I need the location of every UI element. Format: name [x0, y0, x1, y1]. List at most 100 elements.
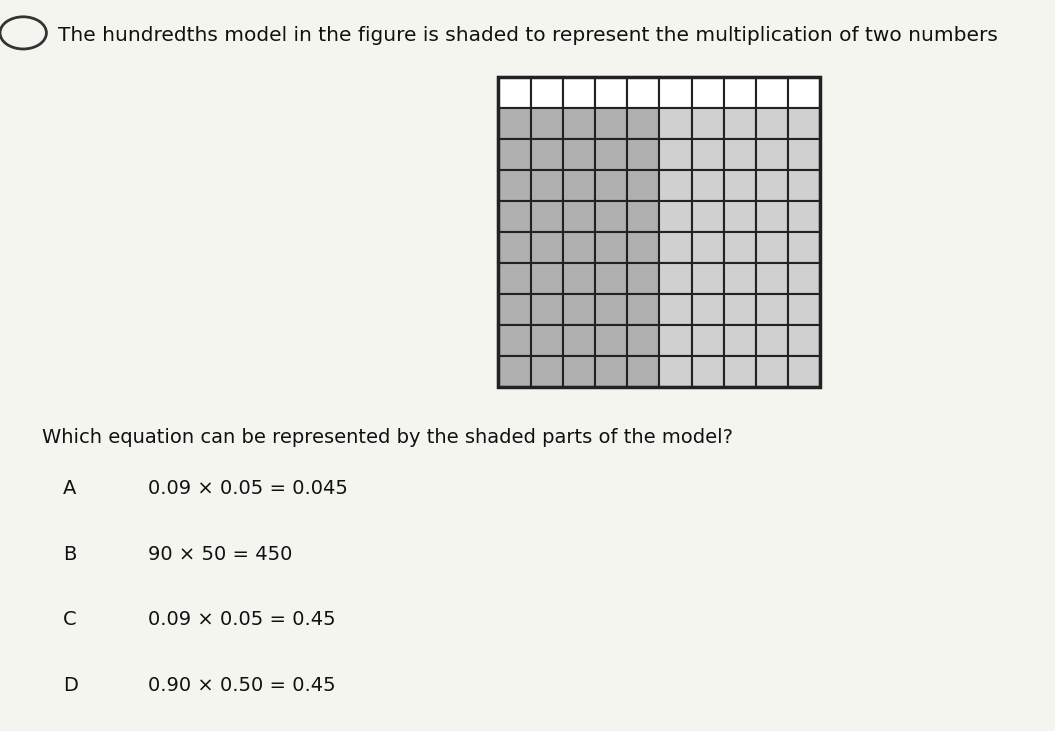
Text: Which equation can be represented by the shaded parts of the model?: Which equation can be represented by the… — [42, 428, 733, 447]
Bar — [531, 232, 563, 263]
Bar — [788, 232, 821, 263]
Bar — [659, 77, 692, 107]
Bar — [755, 325, 788, 356]
Bar — [627, 263, 659, 294]
Bar — [724, 232, 755, 263]
Bar — [692, 325, 724, 356]
Bar — [627, 356, 659, 387]
Bar — [659, 170, 692, 201]
Bar — [627, 170, 659, 201]
Bar — [499, 325, 531, 356]
Bar — [788, 107, 821, 139]
Bar — [499, 107, 531, 139]
Bar — [659, 356, 692, 387]
Bar — [499, 263, 531, 294]
Text: 6: 6 — [18, 26, 28, 40]
Bar — [499, 201, 531, 232]
Bar — [563, 325, 595, 356]
Bar — [659, 107, 692, 139]
Bar — [755, 201, 788, 232]
Text: A: A — [63, 479, 77, 498]
Bar — [724, 325, 755, 356]
Bar — [692, 170, 724, 201]
Bar — [563, 201, 595, 232]
Text: 0.09 × 0.05 = 0.045: 0.09 × 0.05 = 0.045 — [148, 479, 347, 498]
Text: D: D — [63, 676, 78, 695]
Bar — [692, 201, 724, 232]
Bar — [724, 263, 755, 294]
Bar — [724, 170, 755, 201]
Bar — [724, 77, 755, 107]
Bar — [788, 139, 821, 170]
Bar — [692, 107, 724, 139]
Bar — [595, 170, 628, 201]
Text: 0.90 × 0.50 = 0.45: 0.90 × 0.50 = 0.45 — [148, 676, 335, 695]
Bar — [659, 263, 692, 294]
Bar — [499, 294, 531, 325]
Bar — [788, 325, 821, 356]
Bar — [755, 107, 788, 139]
Bar — [692, 263, 724, 294]
Bar — [724, 201, 755, 232]
Bar — [659, 139, 692, 170]
Bar — [755, 232, 788, 263]
Bar — [595, 356, 628, 387]
Bar — [627, 107, 659, 139]
Bar — [595, 232, 628, 263]
Bar — [499, 139, 531, 170]
Bar — [563, 294, 595, 325]
Bar — [788, 294, 821, 325]
Bar — [692, 232, 724, 263]
Bar — [724, 139, 755, 170]
Bar — [563, 232, 595, 263]
Text: 0.09 × 0.05 = 0.45: 0.09 × 0.05 = 0.45 — [148, 610, 335, 629]
Bar — [755, 77, 788, 107]
Bar — [788, 77, 821, 107]
Bar — [627, 325, 659, 356]
Bar — [659, 232, 692, 263]
Bar — [531, 107, 563, 139]
Bar — [659, 325, 692, 356]
Text: B: B — [63, 545, 77, 564]
Bar — [595, 77, 628, 107]
Bar — [788, 263, 821, 294]
Text: C: C — [63, 610, 77, 629]
Bar — [724, 107, 755, 139]
Bar — [595, 107, 628, 139]
Bar — [563, 356, 595, 387]
Bar — [724, 294, 755, 325]
Bar — [627, 201, 659, 232]
Bar — [724, 356, 755, 387]
Bar — [563, 139, 595, 170]
Bar — [692, 139, 724, 170]
Bar — [531, 170, 563, 201]
Bar — [755, 294, 788, 325]
Bar — [755, 263, 788, 294]
Bar — [627, 232, 659, 263]
Bar — [595, 263, 628, 294]
Bar — [531, 77, 563, 107]
Bar — [499, 77, 531, 107]
Bar — [659, 201, 692, 232]
Bar — [531, 263, 563, 294]
Bar — [531, 356, 563, 387]
Bar — [755, 139, 788, 170]
Bar — [692, 77, 724, 107]
Text: The hundredths model in the figure is shaded to represent the multiplication of : The hundredths model in the figure is sh… — [58, 26, 997, 45]
Bar — [595, 325, 628, 356]
Bar — [788, 356, 821, 387]
Bar — [627, 77, 659, 107]
Bar — [531, 294, 563, 325]
Bar — [563, 77, 595, 107]
Bar — [499, 356, 531, 387]
Bar — [595, 139, 628, 170]
Bar — [595, 201, 628, 232]
Bar — [531, 139, 563, 170]
Bar — [499, 77, 821, 387]
Bar — [499, 170, 531, 201]
Bar — [499, 232, 531, 263]
Bar — [531, 325, 563, 356]
Bar — [563, 107, 595, 139]
Bar — [659, 294, 692, 325]
Bar — [755, 356, 788, 387]
